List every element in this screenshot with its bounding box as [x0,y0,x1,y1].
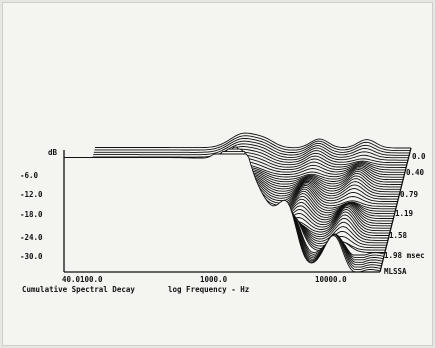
x-tick-label: 1000.0 [200,275,228,284]
decay-slice-line [95,132,411,149]
time-tick-label: 0.79 [400,190,419,199]
decay-slice-line [94,135,411,151]
y-axis-label: dB [48,148,58,157]
time-tick-label: 1.58 [389,231,408,240]
chart-title: Cumulative Spectral Decay [22,285,135,294]
brand-label: MLSSA [384,267,407,276]
y-tick-label: -6.0 [20,171,39,180]
time-axis-line [379,147,412,273]
y-tick-label: -18.0 [20,210,43,219]
x-tick-label: 10000.0 [315,275,347,284]
y-tick-label: -24.0 [20,233,43,242]
decay-slice-line [92,143,409,159]
y-tick-label: -12.0 [20,190,43,199]
time-tick-label: 1.98 msec [384,251,425,260]
x-axis-label: log Frequency - Hz [168,285,249,294]
x-tick-label: 100.0 [80,275,103,284]
y-tick-label: -30.0 [20,252,43,261]
time-tick-label: 0.40 [406,168,425,177]
chart-axes [63,147,412,273]
decay-traces [64,132,411,273]
time-tick-label: 1.19 [395,209,414,218]
decay-slice-line [93,137,410,154]
decay-slice-line [93,140,410,156]
x-tick-label: 40.0 [62,275,81,284]
decay-slice-fill [64,154,380,272]
decay-slice-line [64,153,381,273]
time-tick-label: 0.0 [412,152,426,161]
